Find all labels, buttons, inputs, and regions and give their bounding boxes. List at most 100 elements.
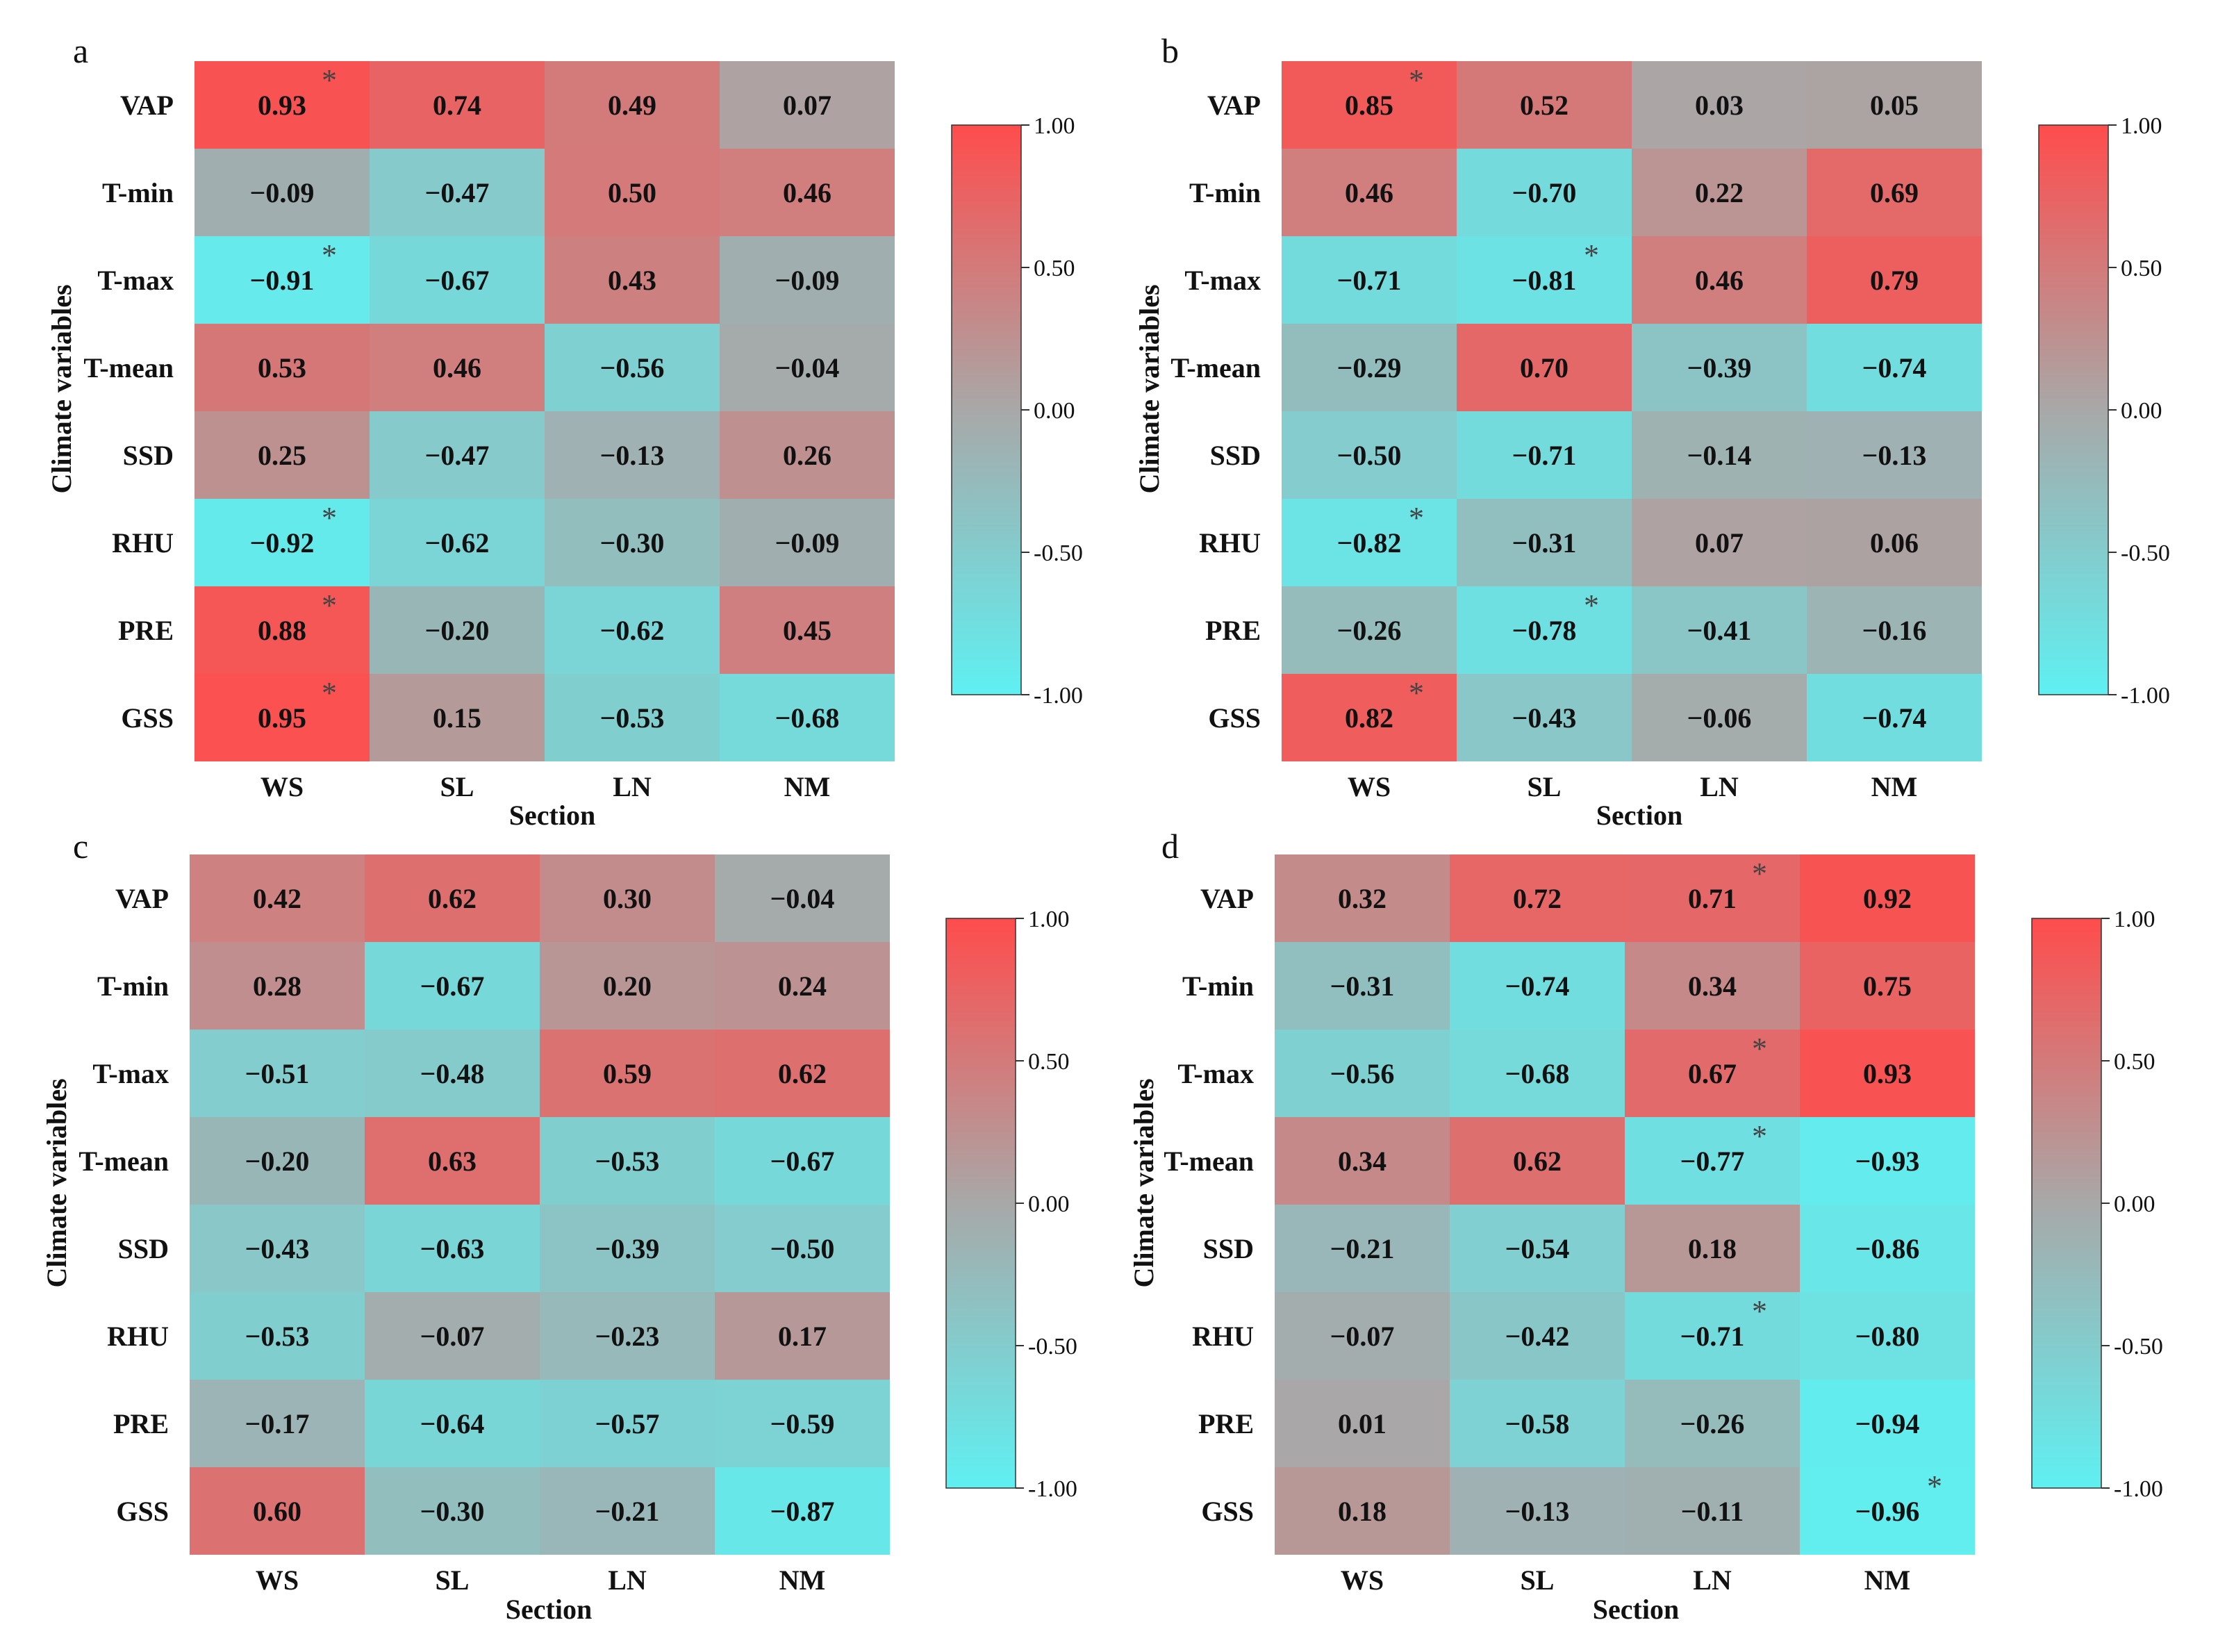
cell-value-label: −0.57 [595,1408,660,1439]
cell-value-label: 0.62 [778,1058,827,1089]
heatmap-cell [1282,674,1457,761]
cell-value-label: −0.74 [1862,352,1927,383]
row-label: T-min [102,177,174,208]
cell-value-label: −0.31 [1330,970,1395,1002]
cell-value-label: 0.34 [1688,970,1737,1002]
heatmap-cell [540,1467,715,1555]
heatmap-cell [1457,586,1632,674]
column-label: NM [1864,1564,1911,1596]
row-label: RHU [107,1321,169,1352]
heatmap-cell [1450,1467,1625,1555]
cell-value-label: 0.20 [603,970,652,1002]
colorbar: 1.00 0.50 0.00 -0.50 -1.00 [951,113,1083,709]
row-labels: VAP T-min T-max T-mean SSD RHU PRE GSS [1164,883,1254,1527]
heatmap-cell [1800,854,1975,942]
heatmap-cell [370,674,545,761]
cell-value-label: 0.46 [783,177,831,208]
heatmap-cell [365,942,540,1030]
cell-value-label: −0.86 [1855,1233,1920,1264]
heatmap-cell [195,411,370,499]
cell-value-label: 0.52 [1520,90,1569,121]
heatmap-cell [545,324,720,411]
significance-star-icon: * [1752,857,1767,891]
row-label: RHU [1199,527,1261,559]
cell-value-label: 0.53 [258,352,306,383]
heatmap-cell [720,674,895,761]
cell-value-label: −0.41 [1687,615,1752,646]
column-label: LN [613,771,652,802]
cell-value-label: 0.46 [1345,177,1393,208]
cell-value-label: 0.01 [1338,1408,1387,1439]
cell-value-label: −0.39 [595,1233,660,1264]
cell-value-label: −0.30 [420,1496,485,1527]
row-label: SSD [123,440,174,471]
heatmap-cell [1625,1117,1800,1205]
cell-value-label: 0.15 [433,702,481,734]
heatmap-cell [1632,61,1807,149]
heatmap-cell [715,1380,890,1467]
cell-value-label: −0.51 [245,1058,310,1089]
heatmap-cell [370,586,545,674]
row-label: PRE [118,615,174,646]
heatmap-cell [1807,61,1982,149]
panel-label: b [1161,31,1179,70]
significance-star-icon: * [1752,1119,1767,1153]
heatmap-cell [1457,236,1632,324]
row-label: VAP [115,883,169,914]
heatmap-cell [1625,1292,1800,1380]
column-label: SL [1521,1564,1555,1596]
cell-value-label: −0.20 [425,615,490,646]
column-label: NM [779,1564,826,1596]
heatmap-cell [1632,411,1807,499]
significance-star-icon: * [1409,63,1424,97]
cell-value-label: −0.14 [1687,440,1752,471]
cell-value-label: −0.67 [770,1146,835,1177]
heatmap-cell [540,854,715,942]
heatmap-cell [190,1292,365,1380]
heatmap-cell [1282,586,1457,674]
heatmap-cell [1450,1205,1625,1292]
heatmap-cell [1800,1205,1975,1292]
colorbar-tick-label: 0.00 [1034,398,1075,424]
heatmap-cell [1450,1117,1625,1205]
significance-star-icon: * [322,63,337,97]
heatmap-cell [1632,324,1807,411]
heatmap-cell [370,411,545,499]
heatmap-cell [540,1292,715,1380]
cell-value-label: −0.68 [1505,1058,1570,1089]
cell-value-label: −0.74 [1505,970,1570,1002]
significance-star-icon: * [322,238,337,272]
cell-value-label: 0.95 [258,702,306,734]
cell-value-label: 0.49 [608,90,656,121]
heatmap-cell [540,1205,715,1292]
heatmap-cell [190,1117,365,1205]
cell-value-label: −0.96 [1855,1496,1920,1527]
heatmap-cell [545,586,720,674]
colorbar-tick-label: -1.00 [1034,683,1083,709]
cell-value-label: −0.16 [1862,615,1927,646]
heatmap-cell [365,1117,540,1205]
colorbar-tick-label: -0.50 [2114,1334,2163,1360]
cell-value-label: −0.30 [600,527,665,559]
row-label: T-mean [83,352,174,383]
cell-value-label: 0.07 [1695,527,1744,559]
cell-value-label: −0.56 [600,352,665,383]
cell-value-label: −0.07 [420,1321,485,1352]
cell-value-label: −0.13 [1862,440,1927,471]
heatmap-cell [715,1292,890,1380]
cell-value-label: 0.18 [1688,1233,1737,1264]
cell-value-label: −0.77 [1680,1146,1745,1177]
heatmap-cell [1282,411,1457,499]
heatmap-cell [1457,149,1632,236]
x-axis-title: Section [1593,1594,1679,1625]
row-labels: VAP T-min T-max T-mean SSD RHU PRE GSS [83,90,174,734]
cell-value-label: −0.09 [775,265,840,296]
row-label: GSS [1208,702,1261,734]
cell-value-label: −0.58 [1505,1408,1570,1439]
heatmap-cells: 0.93 * 0.74 0.49 0.07 −0.09 −0.47 0.50 0.46 −0.91… [195,61,895,761]
column-label: NM [1871,771,1918,802]
row-label: T-max [92,1058,169,1089]
cell-value-label: −0.71 [1512,440,1577,471]
cell-value-label: 0.24 [778,970,827,1002]
heatmap-cell [190,1205,365,1292]
